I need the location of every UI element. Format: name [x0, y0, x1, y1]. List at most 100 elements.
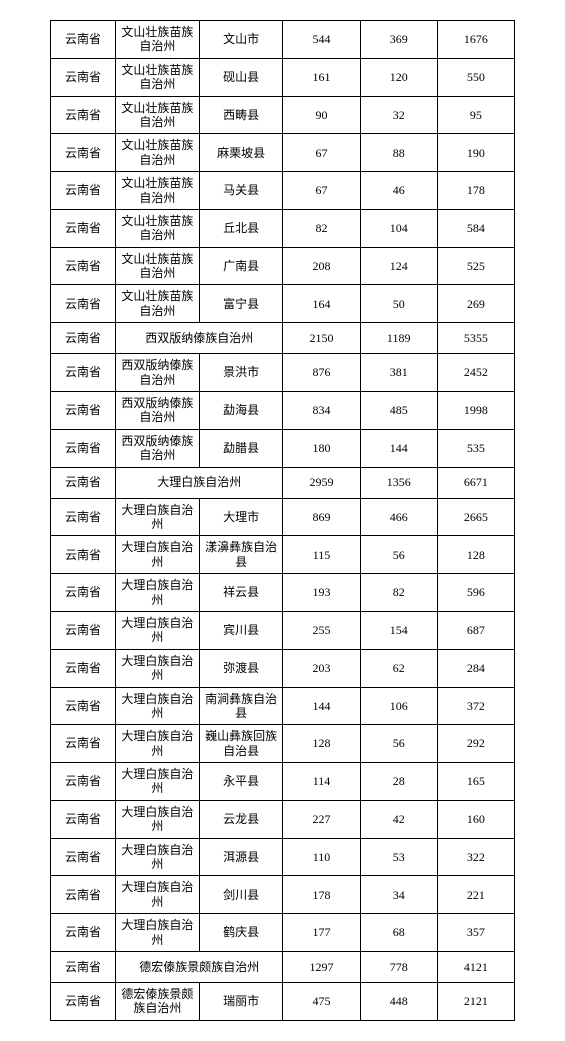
cell-v2: 46	[360, 172, 437, 210]
cell-prefecture: 大理白族自治州	[116, 574, 200, 612]
cell-province: 云南省	[51, 58, 116, 96]
table-row: 云南省文山壮族苗族自治州广南县208124525	[51, 247, 515, 285]
cell-province: 云南省	[51, 285, 116, 323]
cell-v1: 128	[283, 725, 360, 763]
cell-province: 云南省	[51, 429, 116, 467]
table-row: 云南省西双版纳傣族自治州215011895355	[51, 323, 515, 354]
cell-county: 景洪市	[199, 354, 283, 392]
cell-v3: 2121	[437, 982, 514, 1020]
cell-prefecture: 西双版纳傣族自治州	[116, 429, 200, 467]
cell-county: 漾濞彝族自治县	[199, 536, 283, 574]
cell-v3: 550	[437, 58, 514, 96]
cell-county: 麻栗坡县	[199, 134, 283, 172]
cell-prefecture: 文山壮族苗族自治州	[116, 209, 200, 247]
cell-v3: 372	[437, 687, 514, 725]
cell-v1: 203	[283, 649, 360, 687]
table-row: 云南省西双版纳傣族自治州景洪市8763812452	[51, 354, 515, 392]
table-row: 云南省大理白族自治州弥渡县20362284	[51, 649, 515, 687]
cell-v2: 50	[360, 285, 437, 323]
cell-v2: 154	[360, 611, 437, 649]
cell-prefecture: 文山壮族苗族自治州	[116, 172, 200, 210]
cell-county: 勐腊县	[199, 429, 283, 467]
cell-v1: 161	[283, 58, 360, 96]
cell-v1: 1297	[283, 951, 360, 982]
cell-v2: 56	[360, 536, 437, 574]
cell-prefecture: 大理白族自治州	[116, 838, 200, 876]
cell-v3: 190	[437, 134, 514, 172]
cell-county: 鹤庆县	[199, 914, 283, 952]
cell-province: 云南省	[51, 649, 116, 687]
table-row: 云南省大理白族自治州云龙县22742160	[51, 800, 515, 838]
cell-v2: 1356	[360, 467, 437, 498]
cell-province: 云南省	[51, 951, 116, 982]
cell-v2: 124	[360, 247, 437, 285]
table-row: 云南省大理白族自治州永平县11428165	[51, 763, 515, 801]
cell-prefecture: 大理白族自治州	[116, 687, 200, 725]
cell-v1: 2959	[283, 467, 360, 498]
cell-prefecture: 西双版纳傣族自治州	[116, 392, 200, 430]
cell-v3: 165	[437, 763, 514, 801]
table-row: 云南省大理白族自治州剑川县17834221	[51, 876, 515, 914]
cell-v3: 284	[437, 649, 514, 687]
cell-county: 祥云县	[199, 574, 283, 612]
cell-v3: 160	[437, 800, 514, 838]
table-row: 云南省大理白族自治州大理市8694662665	[51, 498, 515, 536]
table-row: 云南省文山壮族苗族自治州砚山县161120550	[51, 58, 515, 96]
table-row: 云南省大理白族自治州祥云县19382596	[51, 574, 515, 612]
cell-county: 西畴县	[199, 96, 283, 134]
cell-county: 瑞丽市	[199, 982, 283, 1020]
cell-prefecture: 大理白族自治州	[116, 498, 200, 536]
cell-v3: 4121	[437, 951, 514, 982]
cell-province: 云南省	[51, 838, 116, 876]
cell-prefecture: 文山壮族苗族自治州	[116, 247, 200, 285]
table-row: 云南省文山壮族苗族自治州西畴县903295	[51, 96, 515, 134]
cell-v1: 2150	[283, 323, 360, 354]
cell-province: 云南省	[51, 687, 116, 725]
cell-v2: 144	[360, 429, 437, 467]
cell-v1: 82	[283, 209, 360, 247]
cell-v3: 2665	[437, 498, 514, 536]
cell-v3: 687	[437, 611, 514, 649]
table-row: 云南省文山壮族苗族自治州马关县6746178	[51, 172, 515, 210]
cell-prefecture: 文山壮族苗族自治州	[116, 21, 200, 59]
cell-province: 云南省	[51, 134, 116, 172]
cell-county: 宾川县	[199, 611, 283, 649]
cell-v1: 180	[283, 429, 360, 467]
cell-province: 云南省	[51, 982, 116, 1020]
cell-v1: 178	[283, 876, 360, 914]
cell-v1: 475	[283, 982, 360, 1020]
cell-prefecture: 德宏傣族景颇族自治州	[116, 982, 200, 1020]
cell-county: 广南县	[199, 247, 283, 285]
cell-v1: 164	[283, 285, 360, 323]
cell-prefecture: 大理白族自治州	[116, 800, 200, 838]
cell-county: 勐海县	[199, 392, 283, 430]
cell-v1: 255	[283, 611, 360, 649]
cell-v1: 193	[283, 574, 360, 612]
table-row: 云南省大理白族自治州宾川县255154687	[51, 611, 515, 649]
cell-v3: 1998	[437, 392, 514, 430]
cell-prefecture: 大理白族自治州	[116, 725, 200, 763]
cell-province: 云南省	[51, 725, 116, 763]
cell-v3: 95	[437, 96, 514, 134]
cell-v1: 869	[283, 498, 360, 536]
cell-v3: 6671	[437, 467, 514, 498]
cell-v1: 90	[283, 96, 360, 134]
table-row: 云南省德宏傣族景颇族自治州12977784121	[51, 951, 515, 982]
cell-v2: 381	[360, 354, 437, 392]
cell-v2: 106	[360, 687, 437, 725]
cell-v1: 67	[283, 134, 360, 172]
cell-v3: 5355	[437, 323, 514, 354]
cell-prefecture: 大理白族自治州	[116, 649, 200, 687]
cell-county: 南涧彝族自治县	[199, 687, 283, 725]
table-row: 云南省大理白族自治州洱源县11053322	[51, 838, 515, 876]
cell-prefecture: 大理白族自治州	[116, 763, 200, 801]
cell-v2: 62	[360, 649, 437, 687]
cell-v3: 322	[437, 838, 514, 876]
cell-v3: 525	[437, 247, 514, 285]
cell-v3: 128	[437, 536, 514, 574]
cell-v3: 357	[437, 914, 514, 952]
cell-v3: 178	[437, 172, 514, 210]
cell-v2: 88	[360, 134, 437, 172]
cell-prefecture: 文山壮族苗族自治州	[116, 285, 200, 323]
cell-province: 云南省	[51, 172, 116, 210]
